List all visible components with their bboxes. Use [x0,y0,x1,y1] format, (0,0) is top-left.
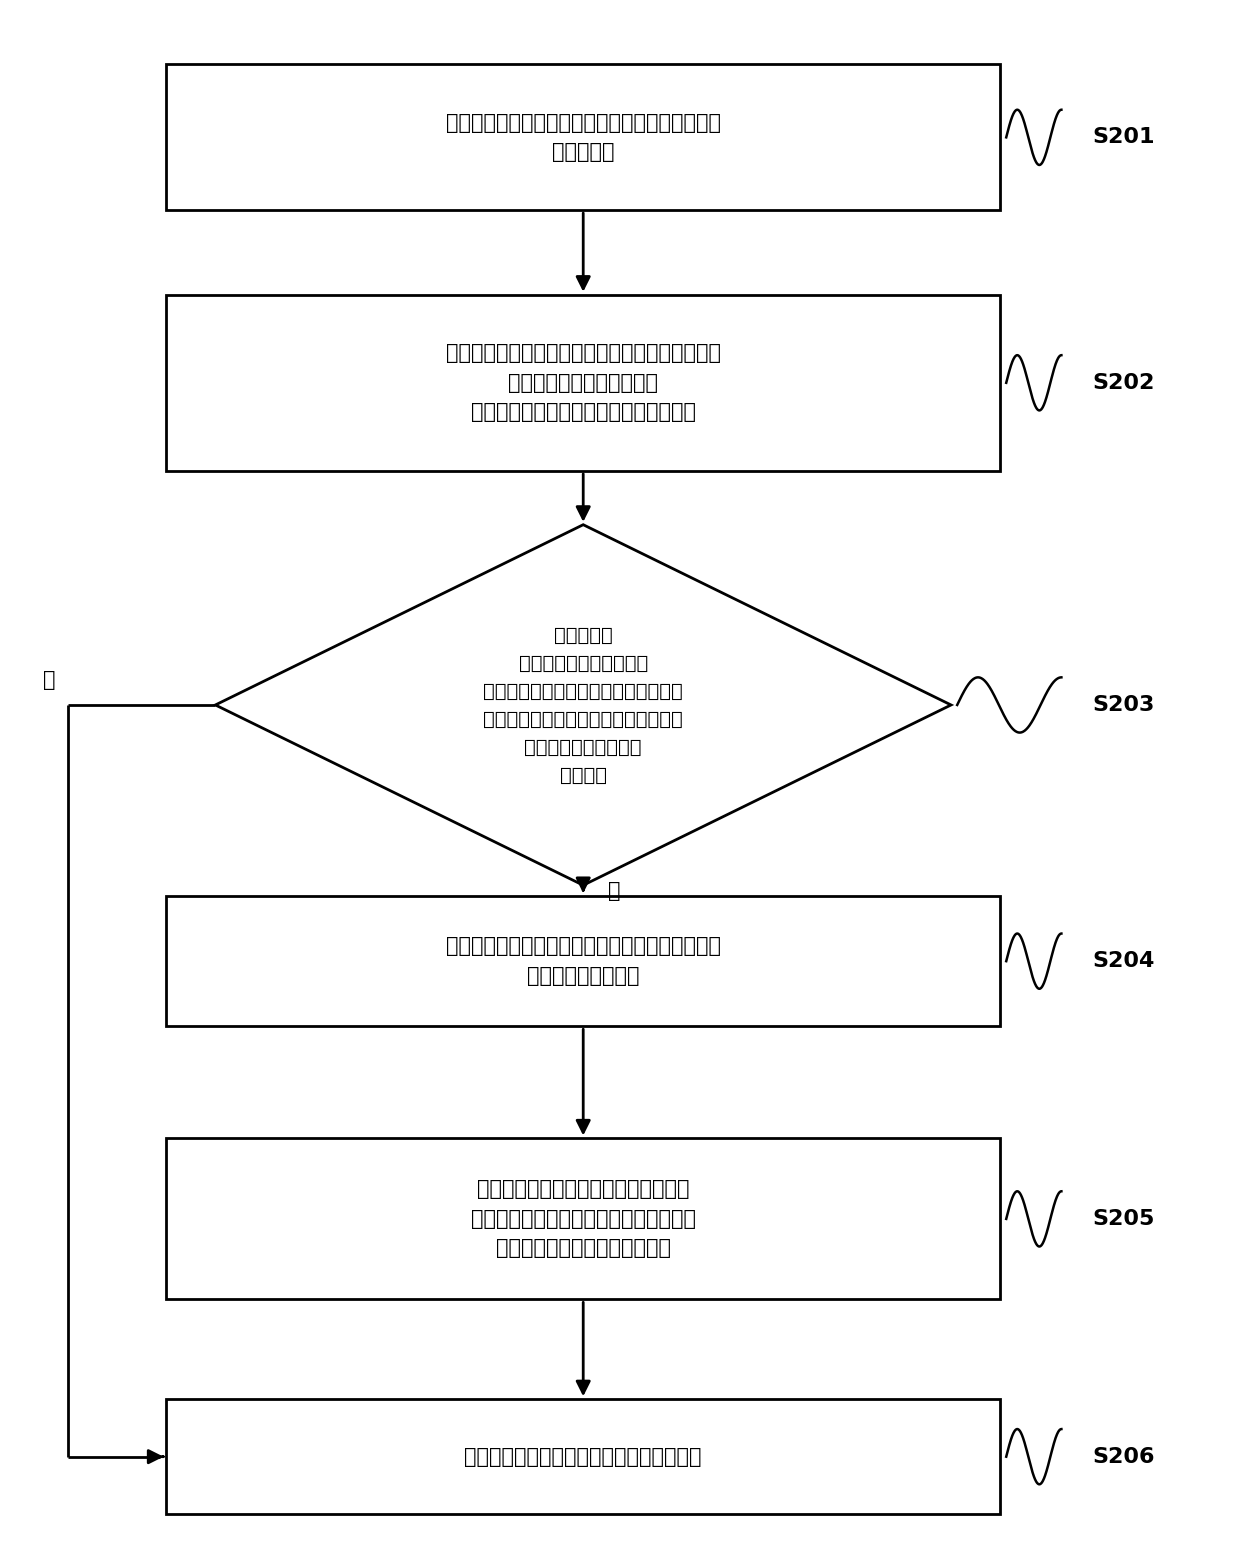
Bar [166,65,1001,211]
Text: S206: S206 [1092,1447,1154,1466]
Bar [166,1399,1001,1514]
Text: S204: S204 [1092,950,1154,971]
Text: 利用人脸识别技术，将驾车人员的人脸图像与多个
失驾人员信息中的失驾人员
人脸图像进行相似度比对，得到比对结果: 利用人脸识别技术，将驾车人员的人脸图像与多个 失驾人员信息中的失驾人员 人脸图像… [445,344,720,423]
Text: 从目标车辆的行车图像中获取目标车辆的驾车人员
的人脸图像: 从目标车辆的行车图像中获取目标车辆的驾车人员 的人脸图像 [445,113,720,163]
Text: 确定驾车人员不为正在违规驾驶的失驾人员: 确定驾车人员不为正在违规驾驶的失驾人员 [465,1447,702,1466]
Text: 根据第一失驾人员人脸图像对应的第一
失驾人员信息，确定目标车辆的驾车人员
是否为正在违规驾驶的失驾人员: 根据第一失驾人员人脸图像对应的第一 失驾人员信息，确定目标车辆的驾车人员 是否为… [471,1180,696,1259]
Text: 否: 否 [43,670,56,689]
Bar [166,1138,1001,1299]
Text: 确定驾车人员的人脸图像与第一失驾人员人脸图像
满足预设相似度条件: 确定驾车人员的人脸图像与第一失驾人员人脸图像 满足预设相似度条件 [445,937,720,986]
Polygon shape [216,525,951,885]
Text: 是: 是 [608,881,620,901]
Bar [166,294,1001,471]
Text: S202: S202 [1092,373,1154,393]
Text: S201: S201 [1092,127,1154,147]
Text: S205: S205 [1092,1209,1154,1229]
Bar [166,896,1001,1026]
Text: 根据比对结
果判断多个失驾人员信息
中的失驾人员人脸图像中是否存在与驾
车人员的人脸图像之间的相似度达到预
设阈值的第一失驾人员
人脸图像: 根据比对结 果判断多个失驾人员信息 中的失驾人员人脸图像中是否存在与驾 车人员的… [484,625,683,785]
Text: S203: S203 [1092,695,1154,715]
